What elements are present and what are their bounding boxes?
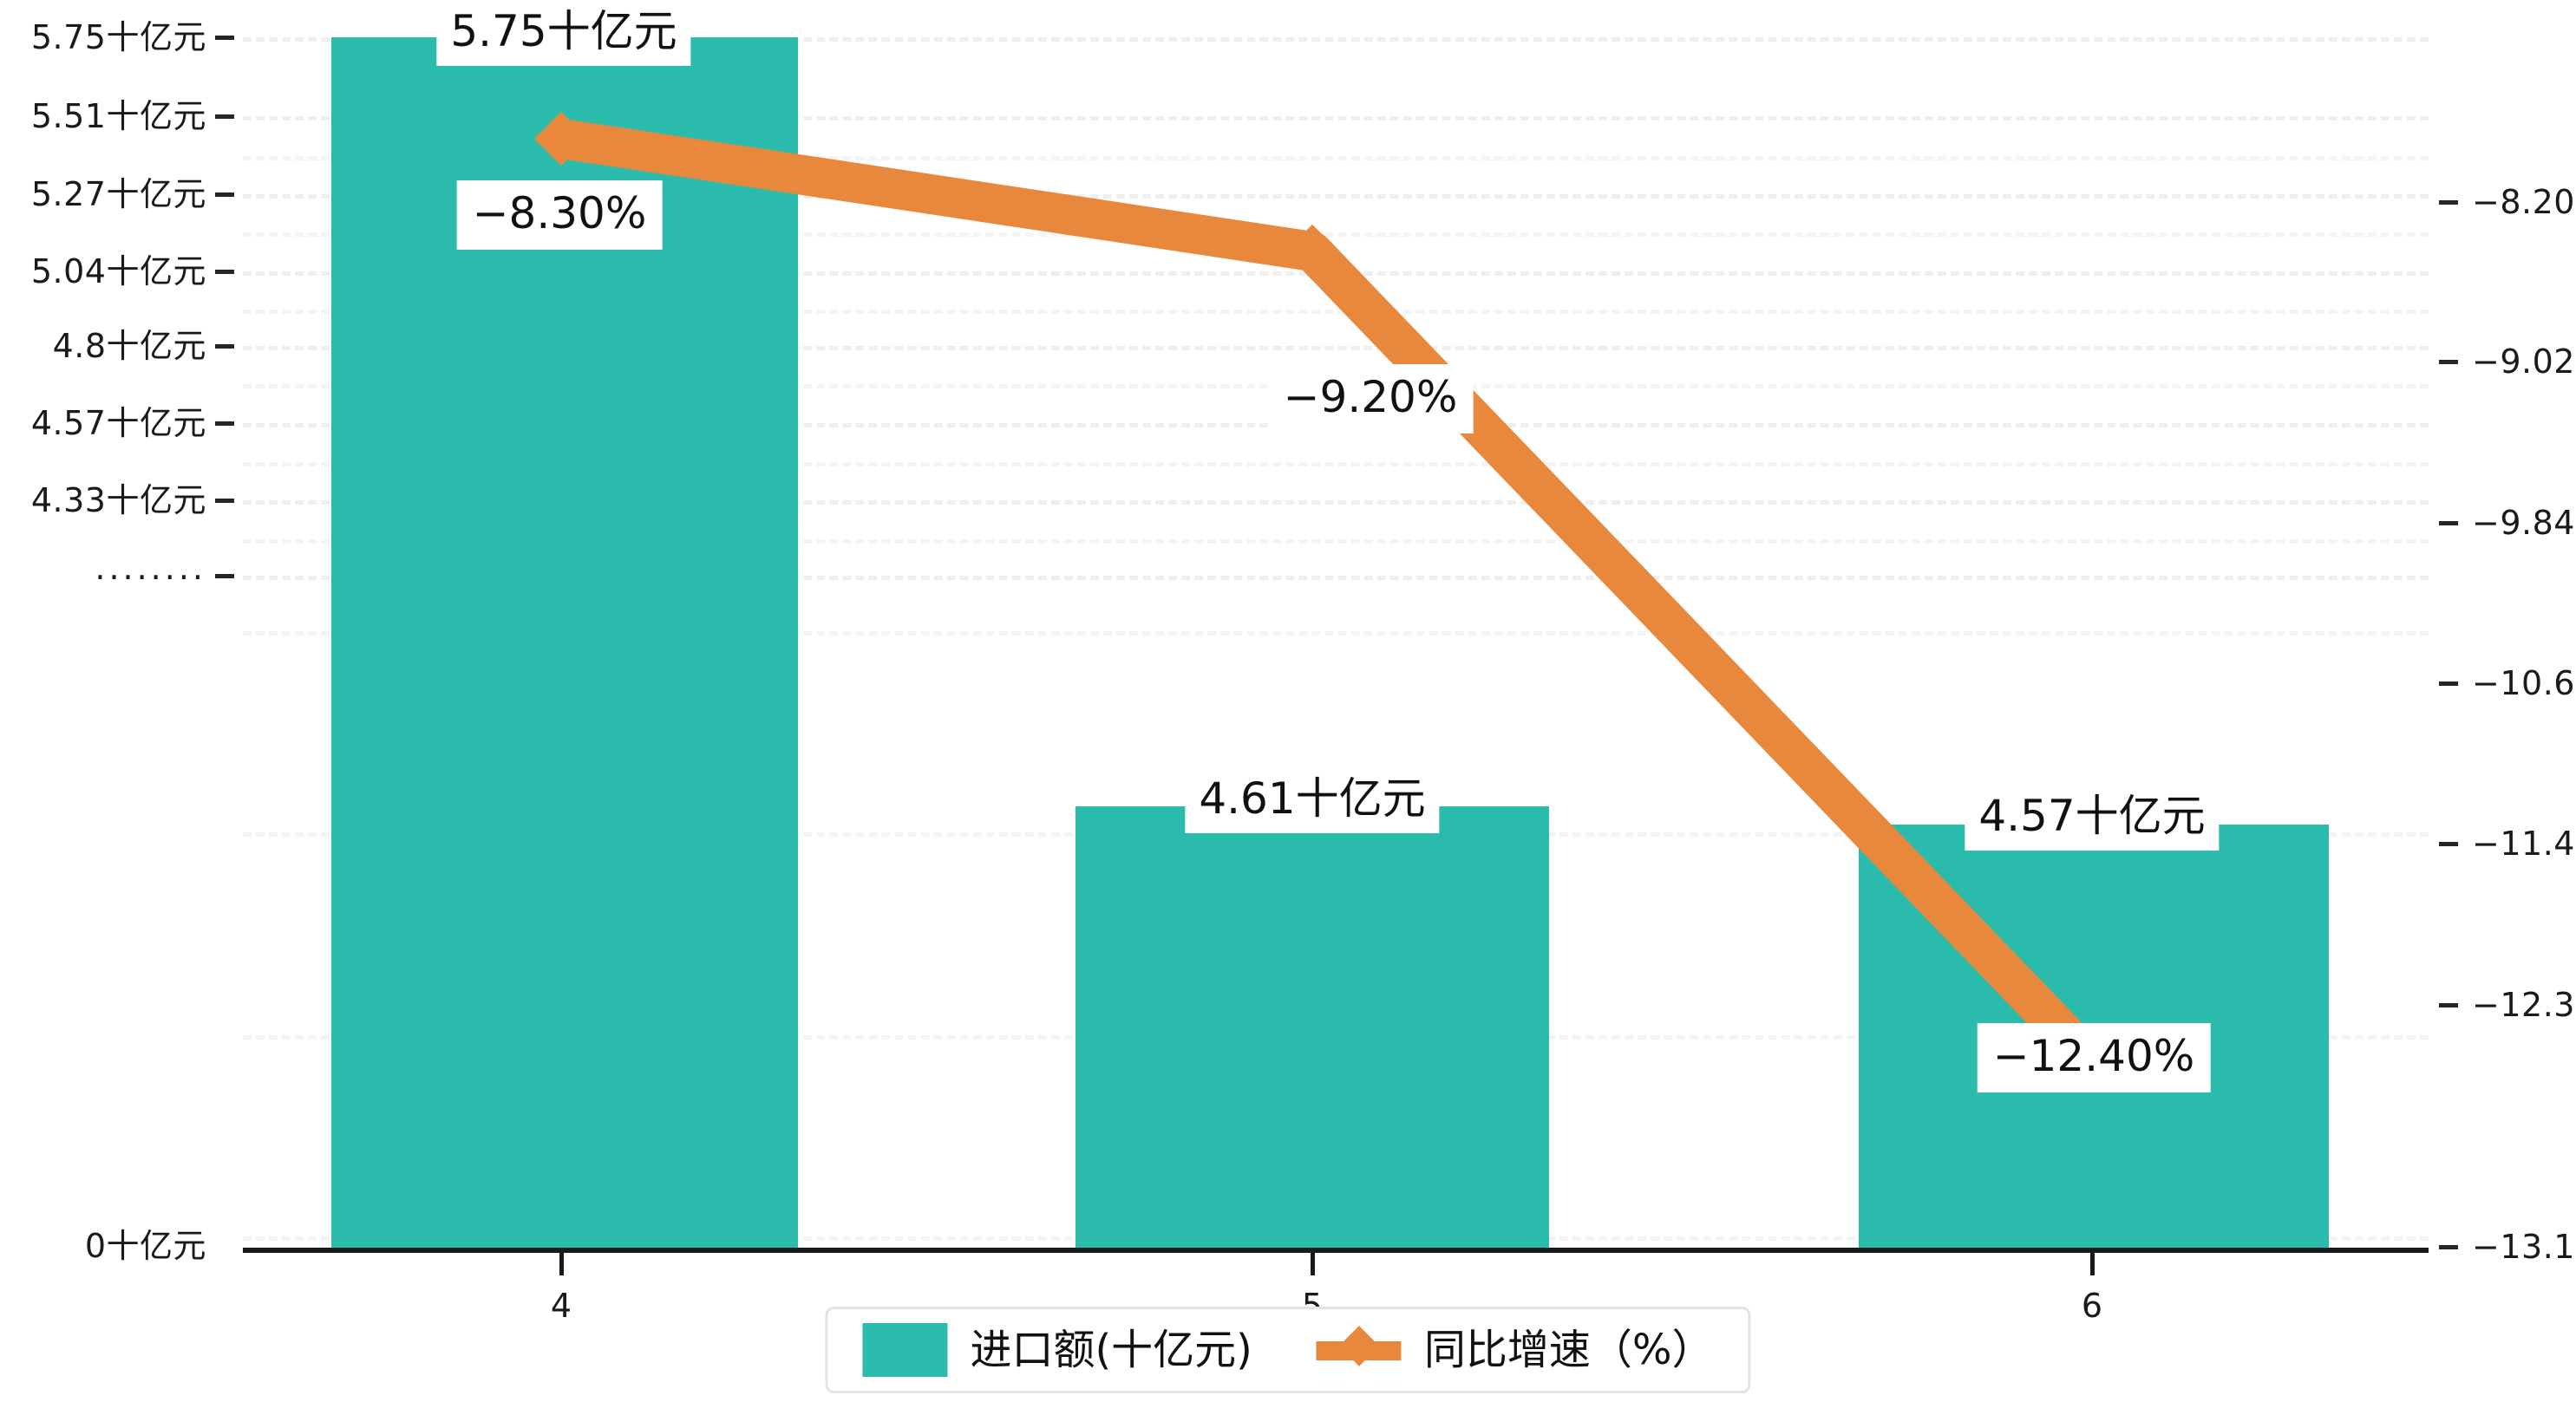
y-axis-label-left-5: 4.57十亿元 xyxy=(30,404,206,442)
y-axis-label-left-3: 5.04十亿元 xyxy=(30,252,206,290)
bar-5[interactable] xyxy=(1076,806,1549,1248)
y-tick-left xyxy=(215,344,234,349)
gridline xyxy=(243,116,2429,121)
y-tick-right xyxy=(2439,1003,2458,1007)
y-tick-right xyxy=(2439,200,2458,205)
y-tick-left xyxy=(215,114,234,119)
y-tick-left xyxy=(215,574,234,578)
legend-item-import-amount[interactable]: 进口额(十亿元) xyxy=(862,1323,1252,1377)
y-axis-label-left-0: 5.75十亿元 xyxy=(30,18,206,56)
y-axis-label-left-6: 4.33十亿元 xyxy=(30,481,206,519)
y-tick-right xyxy=(2439,360,2458,364)
legend-line-diamond-icon xyxy=(1316,1323,1402,1377)
y-tick-right xyxy=(2439,521,2458,525)
chart-legend: 进口额(十亿元) 同比增速（%） xyxy=(825,1307,1751,1393)
y-axis-label-right-4: −11.48 xyxy=(2472,825,2576,863)
x-axis-line xyxy=(243,1248,2429,1253)
y-axis-label-right-1: −9.02 xyxy=(2472,342,2575,381)
x-axis-label-2: 6 xyxy=(2081,1287,2103,1325)
legend-bar-swatch-icon xyxy=(862,1323,948,1377)
y-axis-label-right-5: −12.30 xyxy=(2472,986,2576,1024)
y-axis-label-left-8: 0十亿元 xyxy=(84,1227,206,1265)
y-tick-left xyxy=(215,36,234,40)
y-axis-label-left-1: 5.51十亿元 xyxy=(30,97,206,135)
y-axis-label-right-3: −10.66 xyxy=(2472,664,2576,702)
x-tick xyxy=(559,1253,564,1275)
y-tick-right xyxy=(2439,842,2458,846)
legend-label-yoy-growth: 同比增速（%） xyxy=(1423,1326,1714,1374)
bar-value-label-4: 5.75十亿元 xyxy=(436,0,691,66)
gridline xyxy=(243,37,2429,42)
bar-value-label-5: 4.61十亿元 xyxy=(1185,767,1440,833)
y-axis-label-right-6: −13.12 xyxy=(2472,1228,2576,1266)
line-value-label-6: −12.40% xyxy=(1977,1023,2211,1092)
y-axis-label-left-7: ........ xyxy=(95,549,206,587)
y-tick-left xyxy=(215,421,234,426)
x-axis-label-0: 4 xyxy=(550,1287,572,1325)
line-value-label-4: −8.30% xyxy=(456,180,663,250)
line-value-label-5: −9.20% xyxy=(1267,364,1474,434)
y-tick-left xyxy=(215,270,234,274)
y-tick-right xyxy=(2439,681,2458,686)
y-axis-label-right-2: −9.84 xyxy=(2472,504,2575,542)
y-tick-left xyxy=(215,192,234,197)
y-axis-label-left-4: 4.8十亿元 xyxy=(52,327,206,365)
y-axis-label-right-0: −8.20 xyxy=(2472,183,2575,221)
x-tick xyxy=(1311,1253,1315,1275)
y-tick-right xyxy=(2439,1245,2458,1249)
bar-value-label-6: 4.57十亿元 xyxy=(1965,785,2220,851)
y-tick-left xyxy=(215,499,234,503)
legend-item-yoy-growth[interactable]: 同比增速（%） xyxy=(1316,1323,1714,1377)
y-axis-label-left-2: 5.27十亿元 xyxy=(30,175,206,213)
x-tick xyxy=(2090,1253,2095,1275)
legend-label-import-amount: 进口额(十亿元) xyxy=(970,1326,1252,1374)
